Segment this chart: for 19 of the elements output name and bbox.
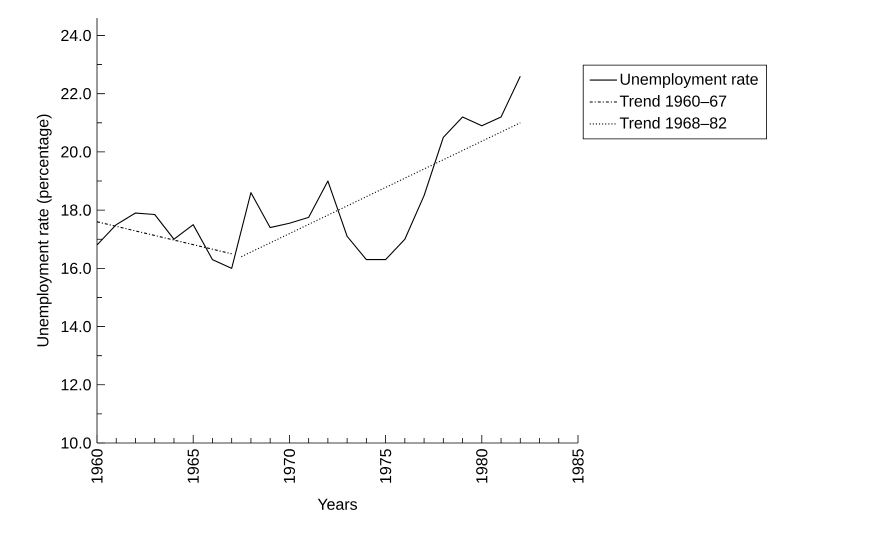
x-tick-label: 1985 <box>572 449 584 483</box>
legend-label: Trend 1960–67 <box>620 95 726 107</box>
y-tick-label: 24.0 <box>61 30 91 42</box>
x-tick-label: 1975 <box>380 449 392 483</box>
x-tick-label: 1980 <box>476 449 488 483</box>
y-tick-label: 14.0 <box>62 320 91 332</box>
x-tick-label: 1960 <box>91 449 103 483</box>
x-axis-title: Years <box>318 498 358 510</box>
y-tick-label: 22.0 <box>61 88 91 100</box>
y-axis-title: Unemployment rate (percentage) <box>36 114 52 346</box>
y-tick-label: 16.0 <box>62 262 91 274</box>
y-tick-label: 12.0 <box>62 379 91 390</box>
x-tick-label: 1970 <box>284 449 296 483</box>
y-tick-label: 20.0 <box>61 146 91 158</box>
legend-label: Unemployment rate <box>620 73 758 88</box>
x-tick-label: 1965 <box>188 449 199 483</box>
y-tick-label: 18.0 <box>62 204 91 216</box>
y-tick-label: 10.0 <box>62 437 91 449</box>
legend-label: Trend 1968–82 <box>620 116 726 129</box>
